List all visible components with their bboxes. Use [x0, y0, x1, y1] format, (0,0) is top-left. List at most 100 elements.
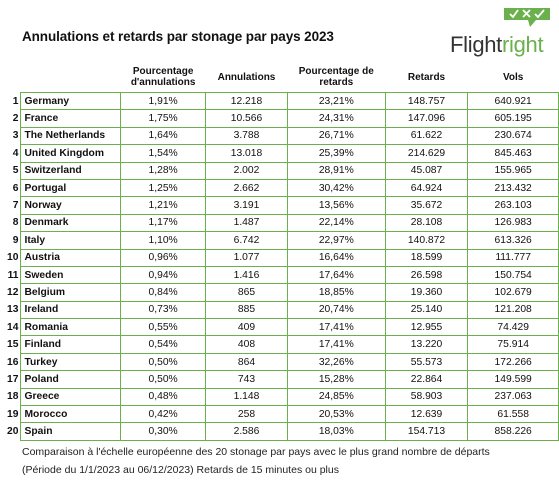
pct-delay-cell: 16,64% — [286, 248, 386, 267]
delays-cell: 140.872 — [384, 231, 469, 250]
table-row: 8 Denmark 1,17% 1.487 22,14% 28.108 126.983 — [4, 213, 559, 233]
pct-delay-cell: 22,97% — [286, 231, 386, 250]
flights-cell: 155.965 — [467, 161, 559, 180]
page-title: Annulations et retards par stonage par p… — [22, 29, 334, 44]
country-cell: Portugal — [20, 178, 122, 198]
pct-delay-cell: 24,31% — [286, 109, 386, 128]
delays-cell: 28.108 — [384, 213, 469, 233]
rank-cell: 8 — [12, 217, 19, 229]
country-cell: Spain — [20, 422, 122, 442]
table-row: 10 Austria 0,96% 1.077 16,64% 18.599 111.777 — [4, 248, 559, 267]
pct-cancel-cell: 0,50% — [120, 370, 207, 389]
header-rank — [4, 62, 21, 93]
table-row: 16 Turkey 0,50% 864 32,26% 55.573 172.266 — [4, 352, 559, 372]
pct-cancel-cell: 0,94% — [120, 265, 207, 285]
rank-cell: 6 — [12, 182, 19, 194]
delays-cell: 12.955 — [384, 318, 469, 337]
pct-cancel-cell: 0,48% — [120, 387, 207, 407]
flights-cell: 150.754 — [467, 265, 559, 285]
table-row: 12 Belgium 0,84% 865 18,85% 19.360 102.679 — [4, 283, 559, 302]
pct-cancel-cell: 1,91% — [120, 91, 207, 111]
table-row: 14 Romania 0,55% 409 17,41% 12.955 74.429 — [4, 318, 559, 337]
delays-cell: 18.599 — [384, 248, 469, 267]
pct-cancel-cell: 1,28% — [120, 161, 207, 180]
pct-delay-cell: 30,42% — [286, 178, 386, 198]
pct-delay-cell: 13,56% — [286, 196, 386, 215]
table-row: 1 Germany 1,91% 12.218 23,21% 148.757 640.921 — [4, 91, 559, 111]
flights-cell: 149.599 — [467, 370, 559, 389]
rank-cell: 3 — [12, 130, 19, 142]
pct-delay-cell: 28,91% — [286, 161, 386, 180]
country-cell: Norway — [20, 196, 122, 215]
table-row: 7 Norway 1,21% 3.191 13,56% 35.672 263.103 — [4, 196, 559, 215]
table-row: 13 Ireland 0,73% 885 20,74% 25.140 121.208 — [4, 300, 559, 320]
pct-delay-cell: 17,41% — [286, 335, 386, 354]
cancellations-cell: 13.018 — [205, 144, 288, 163]
table-row: 5 Switzerland 1,28% 2.002 28,91% 45.087 155.96… — [4, 161, 559, 180]
flights-cell: 102.679 — [467, 283, 559, 302]
rank-cell: 5 — [12, 165, 19, 177]
pct-delay-cell: 17,64% — [286, 265, 386, 285]
cancellations-cell: 408 — [205, 335, 288, 354]
header-country — [21, 62, 121, 93]
flights-cell: 74.429 — [467, 318, 559, 337]
cancellations-cell: 2.586 — [205, 422, 288, 442]
footnote-line-1: Comparaison à l'échelle européenne des 2… — [22, 446, 490, 458]
country-cell: Germany — [20, 91, 122, 111]
rank-cell: 20 — [7, 426, 19, 438]
pct-delay-cell: 17,41% — [286, 318, 386, 337]
header-pct-delay: Pourcentage de retards — [298, 66, 374, 88]
cancellations-cell: 1.416 — [205, 265, 288, 285]
header-flights: Vols — [502, 71, 524, 83]
pct-delay-cell: 18,85% — [286, 283, 386, 302]
delays-cell: 214.629 — [384, 144, 469, 163]
delays-cell: 55.573 — [384, 352, 469, 372]
pct-cancel-cell: 0,84% — [120, 283, 207, 302]
table-row: 11 Sweden 0,94% 1.416 17,64% 26.598 150.754 — [4, 265, 559, 285]
pct-delay-cell: 26,71% — [286, 126, 386, 146]
flights-cell: 172.266 — [467, 352, 559, 372]
rank-cell: 1 — [12, 95, 19, 107]
logo-text-accent: right — [502, 32, 544, 57]
table-row: 15 Finland 0,54% 408 17,41% 13.220 75.914 — [4, 335, 559, 354]
flights-cell: 263.103 — [467, 196, 559, 215]
cancellations-cell: 2.002 — [205, 161, 288, 180]
pct-delay-cell: 32,26% — [286, 352, 386, 372]
country-cell: Switzerland — [20, 161, 122, 180]
stats-table: Pourcentage d'annulations Annulations Po… — [4, 62, 559, 442]
delays-cell: 25.140 — [384, 300, 469, 320]
country-cell: Sweden — [20, 265, 122, 285]
rank-cell: 14 — [7, 321, 19, 333]
delays-cell: 147.096 — [384, 109, 469, 128]
rank-cell: 13 — [7, 304, 19, 316]
rank-cell: 11 — [7, 269, 19, 281]
flights-cell: 121.208 — [467, 300, 559, 320]
rank-cell: 16 — [7, 356, 19, 368]
country-cell: The Netherlands — [20, 126, 122, 146]
cancellations-cell: 885 — [205, 300, 288, 320]
cancellations-cell: 3.788 — [205, 126, 288, 146]
pct-cancel-cell: 1,25% — [120, 178, 207, 198]
table-row: 2 France 1,75% 10.566 24,31% 147.096 605.195 — [4, 109, 559, 128]
table-row: 4 United Kingdom 1,54% 13.018 25,39% 214.629 8… — [4, 144, 559, 163]
header-cancellations: Annulations — [217, 71, 276, 83]
delays-cell: 61.622 — [384, 126, 469, 146]
flights-cell: 126.983 — [467, 213, 559, 233]
pct-cancel-cell: 0,30% — [120, 422, 207, 442]
delays-cell: 45.087 — [384, 161, 469, 180]
country-cell: Greece — [20, 387, 122, 407]
rank-cell: 9 — [12, 234, 19, 246]
pct-delay-cell: 24,85% — [286, 387, 386, 407]
cancellations-cell: 10.566 — [205, 109, 288, 128]
pct-delay-cell: 15,28% — [286, 370, 386, 389]
table-row: 19 Morocco 0,42% 258 20,53% 12.639 61.558 — [4, 405, 559, 424]
pct-cancel-cell: 0,96% — [120, 248, 207, 267]
cancellations-cell: 3.191 — [205, 196, 288, 215]
rank-cell: 7 — [12, 200, 19, 212]
cancellations-cell: 6.742 — [205, 231, 288, 250]
country-cell: United Kingdom — [20, 144, 122, 163]
country-cell: Denmark — [20, 213, 122, 233]
rank-cell: 17 — [7, 373, 19, 385]
pct-cancel-cell: 0,42% — [120, 405, 207, 424]
table-header-row: Pourcentage d'annulations Annulations Po… — [4, 62, 559, 93]
